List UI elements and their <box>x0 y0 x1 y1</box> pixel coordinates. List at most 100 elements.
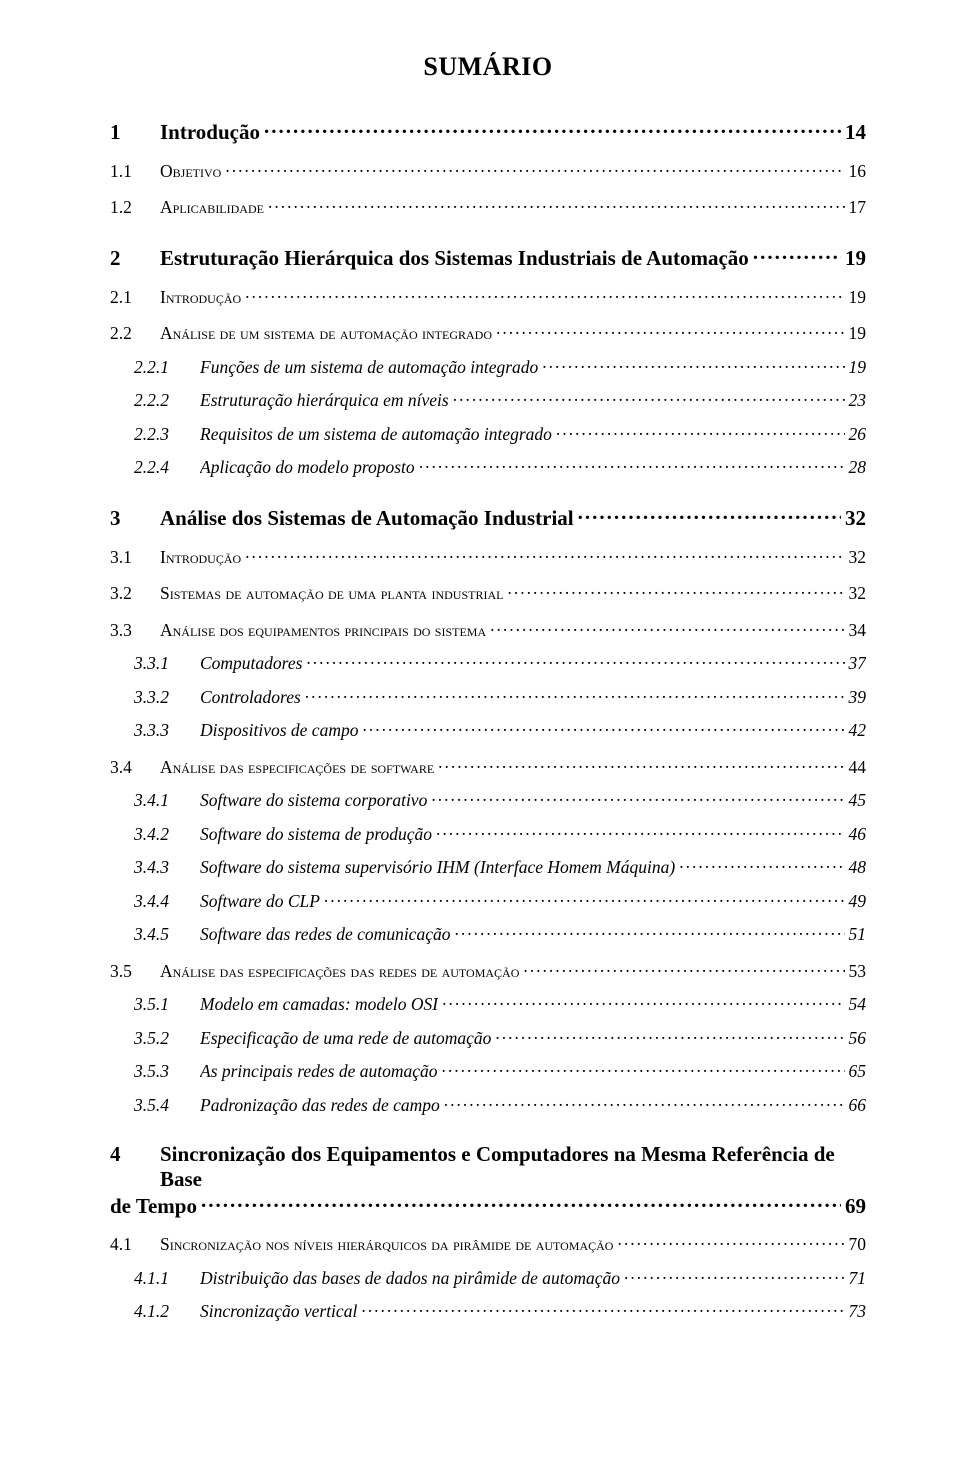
toc-entry-page: 37 <box>849 653 867 674</box>
toc-entry-label: Software do sistema corporativo <box>200 790 427 811</box>
toc-entry-label: Dispositivos de campo <box>200 720 358 741</box>
toc-leader-dots <box>431 789 844 807</box>
toc-entry-number: 4.1.1 <box>134 1268 200 1289</box>
toc-entry-page: 73 <box>849 1301 867 1322</box>
toc-entry-page: 51 <box>849 924 867 945</box>
toc-entry-page: 69 <box>845 1194 866 1219</box>
toc-leader-dots <box>490 618 844 636</box>
toc-leader-dots <box>201 1192 841 1213</box>
toc-entry-page: 23 <box>849 390 867 411</box>
toc-entry-number: 3.4.3 <box>134 857 200 878</box>
toc-entry-lvl1: 3Análise dos Sistemas de Automação Indus… <box>110 504 866 531</box>
toc-entry-lvl2: 2.2Análise de um sistema de automação in… <box>110 322 866 345</box>
toc-entry-number: 1.2 <box>110 197 160 218</box>
toc-leader-dots <box>496 322 845 340</box>
toc-entry-label: Estruturação Hierárquica dos Sistemas In… <box>160 246 749 271</box>
toc-entry-label: Análise das especificações de software <box>160 757 434 778</box>
toc-entry-lvl2: 3.1Introdução32 <box>110 545 866 568</box>
toc-entry-lvl3: 3.4.1Software do sistema corporativo45 <box>110 789 866 812</box>
toc-entry-page: 49 <box>849 891 867 912</box>
toc-leader-dots <box>578 504 841 525</box>
toc-entry-label: Software das redes de comunicação <box>200 924 450 945</box>
toc-leader-dots <box>245 545 844 563</box>
toc-leader-dots <box>542 355 844 373</box>
toc-entry-lvl3: 3.4.5Software das redes de comunicação51 <box>110 923 866 946</box>
toc-entry-page: 32 <box>849 583 867 604</box>
toc-entry-lvl3: 2.2.1Funções de um sistema de automação … <box>110 355 866 378</box>
toc-leader-dots <box>436 822 844 840</box>
toc-entry-lvl2: 2.1Introdução19 <box>110 285 866 308</box>
toc-leader-dots <box>442 993 844 1011</box>
toc-entry-lvl3: 2.2.2Estruturação hierárquica em níveis 2… <box>110 389 866 412</box>
toc-entry-lvl2: 4.1Sincronização nos níveis hierárquicos… <box>110 1233 866 1256</box>
toc-entry-label: Análise dos equipamentos principais do s… <box>160 620 486 641</box>
toc-entry-number: 4.1.2 <box>134 1301 200 1322</box>
toc-entry-label: Sincronização dos Equipamentos e Computa… <box>160 1142 866 1192</box>
toc-leader-dots <box>264 118 841 139</box>
toc-entry-number: 1 <box>110 120 160 145</box>
toc-entry-label: Padronização das redes de campo <box>200 1095 440 1116</box>
toc-entry-number: 3 <box>110 506 160 531</box>
toc-entry-label: Modelo em camadas: modelo OSI <box>200 994 438 1015</box>
toc-leader-dots <box>507 582 844 600</box>
toc-entry-page: 19 <box>849 287 867 308</box>
toc-entry-number: 3.4.4 <box>134 891 200 912</box>
toc-entry-lvl3: 4.1.1Distribuição das bases de dados na … <box>110 1266 866 1289</box>
toc-entry-lvl2: 3.2Sistemas de automação de uma planta i… <box>110 582 866 605</box>
toc-entry-label: Sistemas de automação de uma planta indu… <box>160 583 503 604</box>
toc-entry-label: Software do CLP <box>200 891 320 912</box>
toc-entry-lvl2: 3.3Análise dos equipamentos principais d… <box>110 618 866 641</box>
toc-entry-number: 3.4.2 <box>134 824 200 845</box>
toc-entry-number: 2.2.4 <box>134 457 200 478</box>
toc-entry-label: Controladores <box>200 687 301 708</box>
toc-entry-lvl3: 3.4.4Software do CLP 49 <box>110 889 866 912</box>
toc-entry-label: Sincronização vertical <box>200 1301 357 1322</box>
toc-entry-page: 71 <box>849 1268 867 1289</box>
toc-entry-lvl3: 2.2.3Requisitos de um sistema de automaç… <box>110 422 866 445</box>
toc-entry-number: 2.2.2 <box>134 390 200 411</box>
toc-entry-number: 4.1 <box>110 1234 160 1255</box>
toc-entry-page: 39 <box>849 687 867 708</box>
toc-entry-page: 34 <box>849 620 867 641</box>
toc-entry-number: 3.5 <box>110 961 160 982</box>
toc-entry-page: 48 <box>849 857 867 878</box>
toc-leader-dots <box>305 685 845 703</box>
toc-leader-dots <box>679 856 844 874</box>
toc-entry-lvl3: 3.3.3Dispositivos de campo42 <box>110 719 866 742</box>
toc-entry-label: Introdução <box>160 120 260 145</box>
toc-entry-number: 2.2 <box>110 323 160 344</box>
toc-leader-dots <box>362 719 844 737</box>
toc-entry-page: 32 <box>845 506 866 531</box>
toc-entry-lvl3: 3.4.2Software do sistema de produção46 <box>110 822 866 845</box>
toc-entry-number: 3.5.3 <box>134 1061 200 1082</box>
toc-leader-dots <box>495 1026 844 1044</box>
toc-entry-number: 2 <box>110 246 160 271</box>
toc-entry-page: 19 <box>845 246 866 271</box>
toc-entry-page: 19 <box>849 357 867 378</box>
toc-entry-lvl3: 3.3.1Computadores37 <box>110 652 866 675</box>
toc-leader-dots <box>556 422 845 440</box>
toc-entry-label: de Tempo <box>110 1194 197 1219</box>
toc-entry-page: 44 <box>849 757 867 778</box>
toc-entry-label: Estruturação hierárquica em níveis <box>200 390 449 411</box>
toc-leader-dots <box>268 196 845 214</box>
toc-entry-label: Análise dos Sistemas de Automação Indust… <box>160 506 574 531</box>
toc-body: 1Introdução141.1Objetivo161.2Aplicabilid… <box>110 118 866 1322</box>
toc-entry-number: 3.3.1 <box>134 653 200 674</box>
toc-leader-dots <box>306 652 844 670</box>
toc-leader-dots <box>454 923 844 941</box>
toc-entry-page: 70 <box>849 1234 867 1255</box>
toc-entry-label: Software do sistema supervisório IHM (In… <box>200 857 675 878</box>
toc-leader-dots <box>324 889 845 907</box>
toc-entry-number: 3.3.2 <box>134 687 200 708</box>
toc-entry-page: 56 <box>849 1028 867 1049</box>
toc-entry-page: 53 <box>849 961 867 982</box>
toc-entry-label: Objetivo <box>160 161 221 182</box>
toc-entry-lvl3: 3.5.3As principais redes de automação65 <box>110 1060 866 1083</box>
toc-entry-page: 54 <box>849 994 867 1015</box>
toc-entry-number: 3.3 <box>110 620 160 641</box>
toc-entry-page: 28 <box>849 457 867 478</box>
toc-entry-lvl2: 3.5Análise das especificações das redes … <box>110 959 866 982</box>
toc-entry-page: 46 <box>849 824 867 845</box>
toc-leader-dots <box>753 244 841 265</box>
